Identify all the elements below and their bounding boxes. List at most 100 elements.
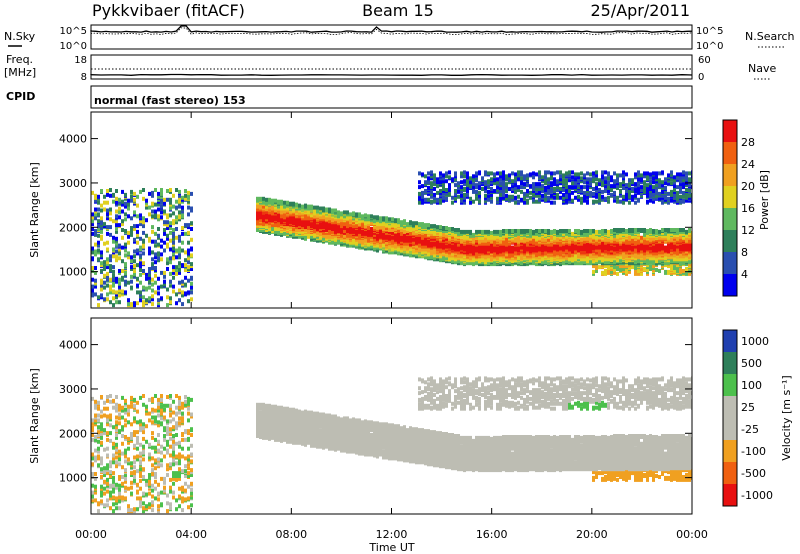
power-cell [127, 298, 130, 303]
power-cell [436, 177, 439, 182]
power-cell [505, 174, 508, 179]
power-cell [508, 178, 511, 183]
power-cell [94, 242, 97, 247]
power-cell [448, 227, 451, 231]
power-cell [325, 207, 328, 212]
power-cell [520, 197, 523, 202]
power-cell [496, 177, 499, 182]
power-cell [148, 205, 151, 210]
power-cell [433, 247, 436, 252]
power-cell [517, 188, 520, 192]
power-cell [562, 229, 565, 233]
power-cell [118, 256, 121, 261]
power-cell [421, 190, 424, 195]
power-cell [544, 175, 547, 180]
power-cell [115, 295, 118, 300]
power-cell [520, 170, 523, 175]
power-cell [169, 260, 172, 265]
power-cell [424, 223, 427, 228]
power-cell [403, 232, 406, 237]
nave-label: Nave [748, 62, 776, 75]
power-cell [538, 242, 541, 247]
power-cell [166, 267, 169, 271]
power-cell [100, 203, 103, 208]
power-cell [148, 267, 151, 271]
power-cell [136, 301, 139, 306]
power-cell [592, 177, 595, 182]
power-cell [526, 183, 529, 188]
power-cell [526, 245, 529, 250]
power-cell [559, 187, 562, 191]
power-cell [190, 253, 193, 258]
power-cell [292, 227, 295, 231]
nave-tick-bottom: 0 [698, 72, 704, 83]
power-cell [97, 257, 100, 262]
power-cell [529, 172, 532, 177]
power-cell [526, 229, 529, 233]
power-cell [112, 192, 115, 197]
power-cell [181, 279, 184, 284]
power-cell [604, 176, 607, 181]
power-cell [178, 199, 181, 204]
power-cell [190, 285, 193, 290]
power-cell [127, 234, 130, 239]
power-cell [331, 239, 334, 244]
power-cell [121, 275, 124, 280]
power-cell [118, 269, 121, 273]
power-cell [160, 188, 163, 192]
power-cell [436, 190, 439, 195]
noise-search-line [90, 27, 693, 36]
power-cell [112, 265, 115, 270]
power-cell [604, 189, 607, 193]
power-cell [127, 251, 130, 256]
power-cell [520, 176, 523, 181]
power-cell [169, 300, 172, 305]
power-cell [472, 174, 475, 179]
power-cell [577, 179, 580, 184]
power-cell [382, 243, 385, 248]
power-cell [256, 211, 259, 216]
power-cell [133, 264, 136, 269]
power-cell [505, 196, 508, 201]
power-cell [175, 268, 178, 272]
power-cell [352, 237, 355, 242]
cpid-text: normal (fast stereo) 153 [94, 94, 246, 107]
power-cell [604, 170, 607, 175]
power-cell [595, 170, 598, 175]
power-cell [523, 196, 526, 201]
power-cell [472, 232, 475, 237]
power-cell [100, 189, 103, 193]
power-cell [118, 281, 121, 286]
power-cell [178, 298, 181, 303]
power-cell [547, 177, 550, 182]
power-cell [553, 195, 556, 200]
power-cell [517, 176, 520, 181]
power-cell [145, 198, 148, 203]
power-cell [160, 210, 163, 215]
power-cell [181, 248, 184, 253]
freq-tick-bottom: 8 [81, 72, 87, 83]
power-cell [157, 202, 160, 207]
power-cell [151, 266, 154, 270]
power-cell [475, 183, 478, 188]
power-cell [97, 194, 100, 199]
power-cell [427, 180, 430, 185]
power-cell [484, 180, 487, 185]
power-cell [598, 188, 601, 192]
power-cell [280, 199, 283, 204]
power-cell [442, 185, 445, 190]
power-cell [520, 185, 523, 190]
power-cell [319, 222, 322, 227]
power-cell [97, 240, 100, 245]
power-cell [448, 190, 451, 195]
power-cell [166, 295, 169, 300]
power-cell [142, 285, 145, 290]
power-cell [100, 269, 103, 273]
power-cell [436, 257, 439, 262]
power-cell [445, 174, 448, 179]
power-cell [502, 170, 505, 175]
power-cell [490, 171, 493, 176]
power-cell [106, 208, 109, 213]
power-cell [511, 171, 514, 176]
power-cell [478, 184, 481, 189]
